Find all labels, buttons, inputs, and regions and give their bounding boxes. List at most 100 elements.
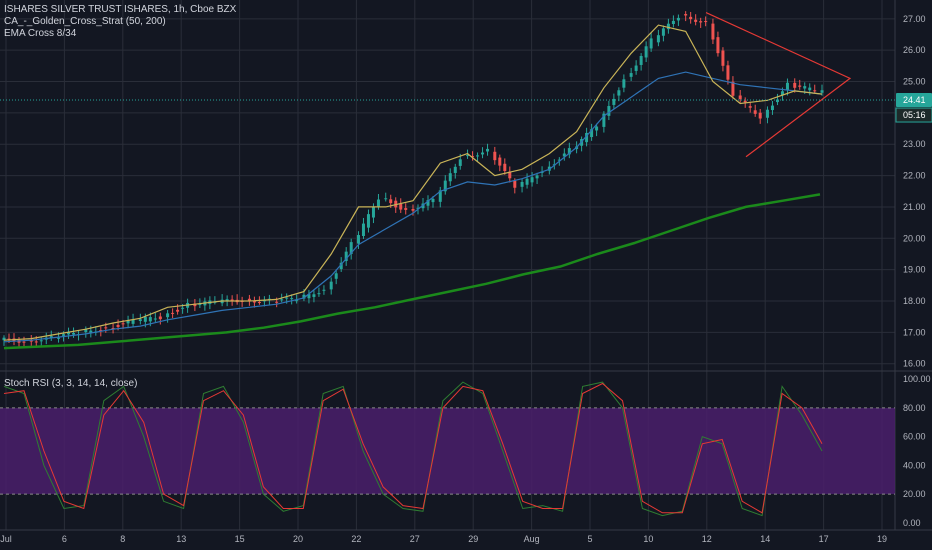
x-tick-label: 20	[293, 534, 303, 544]
candle-body	[371, 206, 375, 218]
candle-body	[166, 313, 170, 318]
candle-body	[312, 294, 316, 297]
candle-body	[493, 151, 497, 161]
candle-body	[508, 171, 512, 179]
triangle-pattern[interactable]	[705, 11, 852, 158]
candle-body	[567, 148, 571, 155]
candle-body	[775, 99, 779, 103]
candle-body	[808, 87, 812, 91]
candle-body	[290, 298, 294, 300]
last-price-value: 24.41	[903, 95, 926, 105]
chart-title[interactable]: ISHARES SILVER TRUST ISHARES, 1h, Cboe B…	[4, 4, 237, 15]
x-tick-label: 13	[176, 534, 186, 544]
y-tick-label: 16.00	[903, 359, 926, 369]
rsi-y-tick-label: 20.00	[903, 489, 926, 499]
candle-body	[230, 299, 234, 301]
candle-body	[471, 156, 475, 158]
candle-body	[676, 17, 680, 21]
candle-body	[443, 180, 447, 192]
candle-body	[612, 98, 616, 105]
candle-body	[334, 273, 338, 279]
candle-body	[622, 79, 626, 88]
candle-body	[138, 319, 142, 322]
candle-body	[458, 159, 462, 166]
candle-body	[585, 132, 589, 143]
candle-body	[644, 46, 648, 58]
y-tick-label: 22.00	[903, 171, 926, 181]
indicator-golden-cross-label[interactable]: CA_-_Golden_Cross_Strat (50, 200)	[4, 16, 166, 27]
x-tick-label: 19	[877, 534, 887, 544]
candle-body	[356, 235, 360, 244]
candle-body	[384, 198, 388, 200]
candle-body	[758, 112, 762, 119]
x-tick-label: 8	[120, 534, 125, 544]
candle-body	[798, 85, 802, 87]
candle-body	[176, 309, 180, 312]
y-tick-label: 23.00	[903, 139, 926, 149]
y-tick-label: 26.00	[903, 45, 926, 55]
x-tick-label: 27	[410, 534, 420, 544]
candle-body	[225, 299, 229, 301]
candle-body	[99, 330, 103, 332]
chart-legend: ISHARES SILVER TRUST ISHARES, 1h, Cboe B…	[4, 4, 236, 40]
y-tick-label: 25.00	[903, 77, 926, 87]
candle-body	[198, 303, 202, 306]
candle-body	[699, 21, 703, 23]
candle-body	[399, 203, 403, 210]
candle-body	[366, 214, 370, 228]
candle-body	[503, 163, 507, 171]
candle-body	[738, 95, 742, 100]
candle-body	[498, 157, 502, 166]
candle-body	[431, 198, 435, 203]
candle-body	[349, 242, 353, 255]
y-tick-label: 17.00	[903, 327, 926, 337]
indicator-ema-cross-label[interactable]: EMA Cross 8/34	[4, 28, 77, 39]
candle-body	[34, 341, 38, 343]
candle-body	[731, 81, 735, 96]
candle-body	[780, 91, 784, 96]
candle-body	[639, 56, 643, 65]
candle-body	[252, 300, 256, 303]
candle-body	[148, 317, 152, 322]
candle-body	[344, 251, 348, 262]
golden-cross-line	[3, 193, 821, 350]
candle-body	[684, 14, 688, 16]
candle-body	[617, 90, 621, 96]
candle-body	[126, 320, 130, 324]
candle-body	[557, 159, 561, 161]
candle-body	[656, 35, 660, 43]
candle-body	[84, 329, 88, 333]
candle-body	[520, 181, 524, 187]
candle-body	[153, 318, 157, 320]
candle-body	[716, 37, 720, 54]
candle-body	[726, 65, 730, 80]
rsi-y-tick-label: 100.00	[903, 374, 931, 384]
candle-body	[743, 100, 747, 103]
candle-body	[171, 312, 175, 314]
candle-body	[104, 327, 108, 329]
candle-body	[307, 294, 311, 299]
candle-body	[602, 113, 606, 127]
x-tick-label: 14	[760, 534, 770, 544]
candle-body	[22, 341, 26, 343]
candle-body	[481, 152, 485, 155]
candle-body	[121, 323, 125, 325]
candle-body	[322, 289, 326, 291]
candle-body	[813, 90, 817, 92]
candle-body	[486, 148, 490, 152]
ema-fast-line	[3, 24, 823, 341]
y-tick-label: 19.00	[903, 265, 926, 275]
candle-body	[257, 301, 261, 303]
candle-body	[785, 82, 789, 91]
candle-body	[525, 178, 529, 185]
candle-body	[607, 106, 611, 116]
rsi-y-tick-label: 0.00	[903, 518, 921, 528]
candle-body	[29, 340, 33, 342]
candle-body	[89, 330, 93, 333]
candle-body	[820, 90, 824, 93]
candle-body	[339, 262, 343, 270]
last-price-tag	[896, 93, 932, 108]
stoch-rsi-title[interactable]: Stoch RSI (3, 3, 14, 14, close)	[4, 378, 138, 389]
candle-body	[803, 86, 807, 89]
